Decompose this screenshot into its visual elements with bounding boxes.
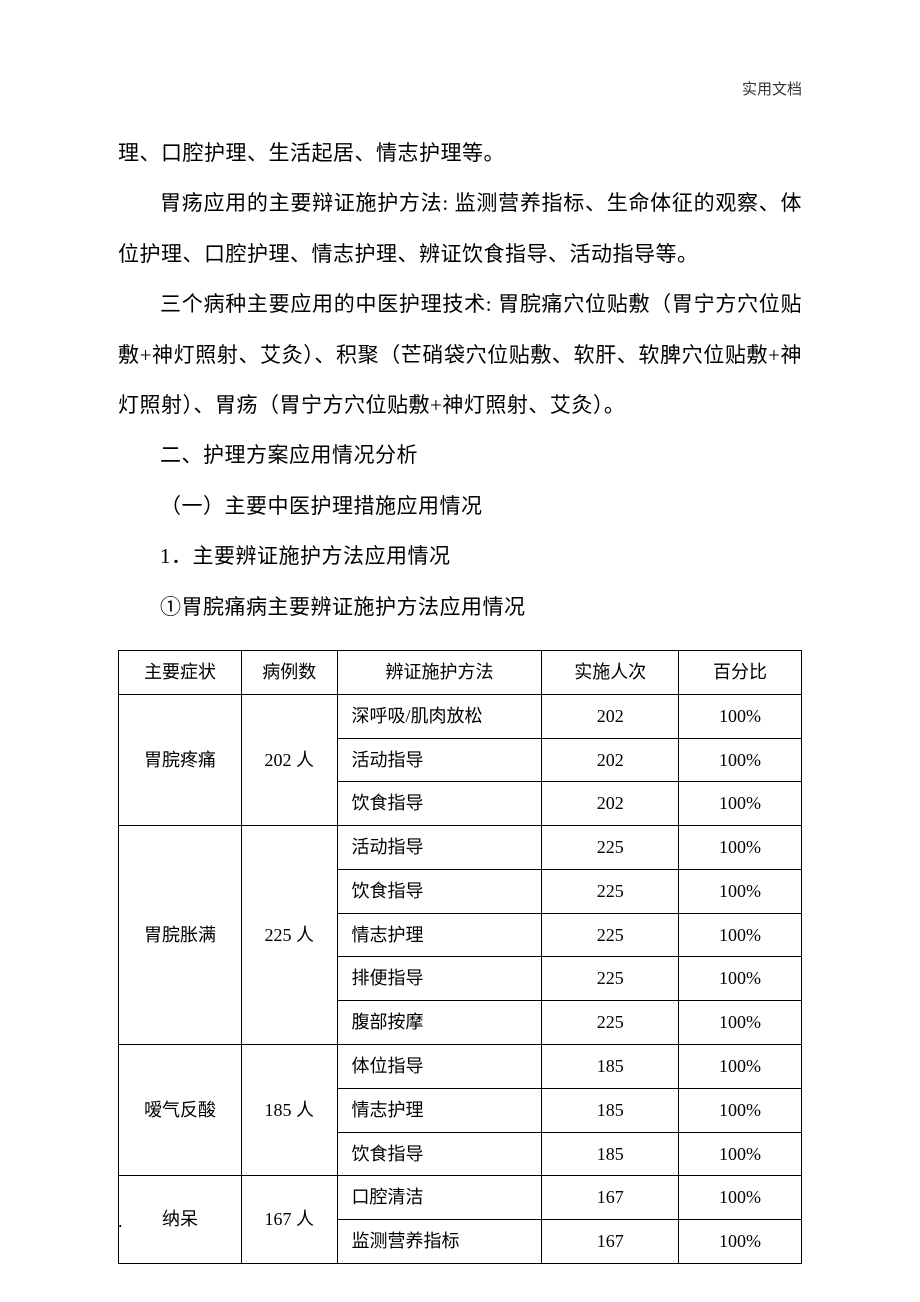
cell-pct: 100% bbox=[679, 1176, 802, 1220]
cell-count: 225 bbox=[542, 957, 679, 1001]
cell-method: 深呼吸/肌肉放松 bbox=[337, 694, 542, 738]
cell-count: 167 bbox=[542, 1220, 679, 1264]
paragraph-6: 1．主要辨证施护方法应用情况 bbox=[118, 531, 802, 581]
cell-method: 饮食指导 bbox=[337, 869, 542, 913]
cell-count: 202 bbox=[542, 738, 679, 782]
cell-method: 口腔清洁 bbox=[337, 1176, 542, 1220]
paragraph-2: 胃疡应用的主要辩证施护方法: 监测营养指标、生命体征的观察、体位护理、口腔护理、… bbox=[118, 178, 802, 279]
main-content: 理、口腔护理、生活起居、情志护理等。 胃疡应用的主要辩证施护方法: 监测营养指标… bbox=[118, 128, 802, 1264]
cell-pct: 100% bbox=[679, 869, 802, 913]
cell-method: 活动指导 bbox=[337, 826, 542, 870]
cell-pct: 100% bbox=[679, 913, 802, 957]
cell-count: 202 bbox=[542, 782, 679, 826]
cell-pct: 100% bbox=[679, 694, 802, 738]
cell-count: 202 bbox=[542, 694, 679, 738]
cell-method: 情志护理 bbox=[337, 913, 542, 957]
cell-pct: 100% bbox=[679, 1220, 802, 1264]
cell-pct: 100% bbox=[679, 826, 802, 870]
cell-method: 排便指导 bbox=[337, 957, 542, 1001]
cell-count: 167 bbox=[542, 1176, 679, 1220]
cell-pct: 100% bbox=[679, 1045, 802, 1089]
table-row: 胃脘胀满225 人活动指导225100% bbox=[119, 826, 802, 870]
paragraph-1: 理、口腔护理、生活起居、情志护理等。 bbox=[118, 128, 802, 178]
cell-pct: 100% bbox=[679, 1001, 802, 1045]
cell-method: 活动指导 bbox=[337, 738, 542, 782]
cell-cases: 167 人 bbox=[241, 1176, 337, 1264]
paragraph-4: 二、护理方案应用情况分析 bbox=[118, 430, 802, 480]
col-header-symptom: 主要症状 bbox=[119, 650, 242, 694]
table-row: 胃脘疼痛202 人深呼吸/肌肉放松202100% bbox=[119, 694, 802, 738]
table-row: 嗳气反酸185 人体位指导185100% bbox=[119, 1045, 802, 1089]
paragraph-5: （一）主要中医护理措施应用情况 bbox=[118, 481, 802, 531]
cell-pct: 100% bbox=[679, 1132, 802, 1176]
cell-count: 185 bbox=[542, 1132, 679, 1176]
cell-count: 185 bbox=[542, 1088, 679, 1132]
cell-symptom: 纳呆 bbox=[119, 1176, 242, 1264]
cell-pct: 100% bbox=[679, 782, 802, 826]
cell-count: 225 bbox=[542, 826, 679, 870]
cell-method: 饮食指导 bbox=[337, 1132, 542, 1176]
paragraph-3: 三个病种主要应用的中医护理技术: 胃脘痛穴位贴敷（胃宁方穴位贴敷+神灯照射、艾灸… bbox=[118, 279, 802, 430]
table-header-row: 主要症状 病例数 辨证施护方法 实施人次 百分比 bbox=[119, 650, 802, 694]
cell-pct: 100% bbox=[679, 738, 802, 782]
cell-cases: 202 人 bbox=[241, 694, 337, 825]
cell-count: 185 bbox=[542, 1045, 679, 1089]
cell-method: 情志护理 bbox=[337, 1088, 542, 1132]
col-header-cases: 病例数 bbox=[241, 650, 337, 694]
cell-method: 饮食指导 bbox=[337, 782, 542, 826]
page-header-label: 实用文档 bbox=[742, 78, 802, 99]
table-row: 纳呆167 人口腔清洁167100% bbox=[119, 1176, 802, 1220]
cell-count: 225 bbox=[542, 869, 679, 913]
col-header-method: 辨证施护方法 bbox=[337, 650, 542, 694]
nursing-methods-table: 主要症状 病例数 辨证施护方法 实施人次 百分比 胃脘疼痛202 人深呼吸/肌肉… bbox=[118, 650, 802, 1264]
paragraph-7: ①胃脘痛病主要辨证施护方法应用情况 bbox=[118, 582, 802, 632]
cell-cases: 185 人 bbox=[241, 1045, 337, 1176]
cell-pct: 100% bbox=[679, 957, 802, 1001]
cell-method: 监测营养指标 bbox=[337, 1220, 542, 1264]
footer-dot: . bbox=[118, 1211, 123, 1232]
cell-pct: 100% bbox=[679, 1088, 802, 1132]
cell-count: 225 bbox=[542, 913, 679, 957]
cell-method: 腹部按摩 bbox=[337, 1001, 542, 1045]
cell-cases: 225 人 bbox=[241, 826, 337, 1045]
cell-method: 体位指导 bbox=[337, 1045, 542, 1089]
col-header-pct: 百分比 bbox=[679, 650, 802, 694]
cell-symptom: 胃脘胀满 bbox=[119, 826, 242, 1045]
cell-count: 225 bbox=[542, 1001, 679, 1045]
col-header-count: 实施人次 bbox=[542, 650, 679, 694]
cell-symptom: 胃脘疼痛 bbox=[119, 694, 242, 825]
cell-symptom: 嗳气反酸 bbox=[119, 1045, 242, 1176]
